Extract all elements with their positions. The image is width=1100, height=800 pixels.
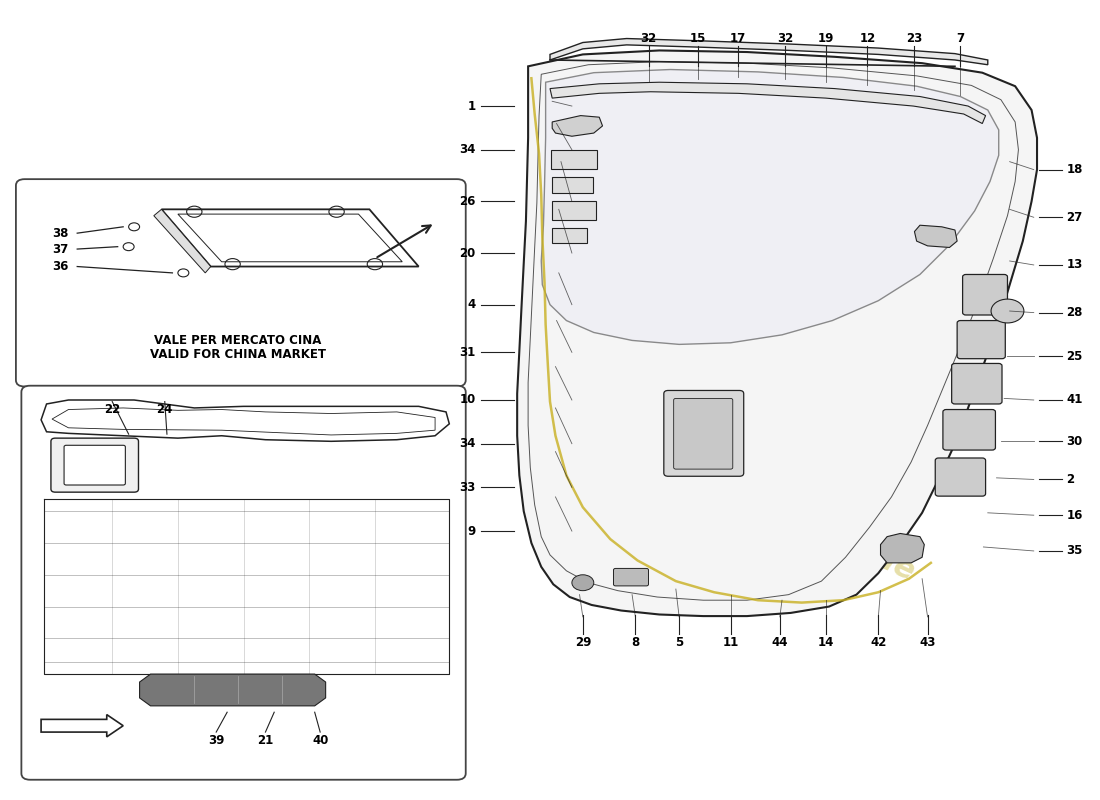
FancyBboxPatch shape — [957, 321, 1005, 358]
FancyBboxPatch shape — [614, 569, 649, 586]
Text: 28: 28 — [1067, 306, 1084, 319]
FancyBboxPatch shape — [21, 386, 465, 780]
FancyBboxPatch shape — [64, 446, 125, 485]
Text: 21: 21 — [257, 734, 274, 746]
Circle shape — [572, 574, 594, 590]
Text: 22: 22 — [104, 403, 120, 416]
Text: 43: 43 — [920, 636, 936, 649]
Text: 1: 1 — [468, 99, 475, 113]
Text: 10: 10 — [460, 394, 475, 406]
Text: 9: 9 — [468, 525, 475, 538]
FancyBboxPatch shape — [51, 438, 139, 492]
Text: 33: 33 — [460, 481, 475, 494]
Text: 42: 42 — [870, 636, 887, 649]
Circle shape — [991, 299, 1024, 323]
Text: 12: 12 — [859, 32, 876, 45]
Text: 36: 36 — [52, 260, 68, 273]
Text: 26: 26 — [459, 195, 475, 208]
Text: 34: 34 — [459, 143, 475, 156]
Text: 39: 39 — [208, 734, 224, 746]
Text: 25: 25 — [1067, 350, 1084, 363]
Text: 16: 16 — [1067, 509, 1084, 522]
Text: eurocars: eurocars — [549, 393, 946, 470]
Text: 30: 30 — [1067, 435, 1082, 448]
FancyBboxPatch shape — [15, 179, 465, 386]
FancyBboxPatch shape — [952, 363, 1002, 404]
Text: 37: 37 — [52, 242, 68, 255]
Text: 29: 29 — [574, 636, 591, 649]
Text: 35: 35 — [1067, 545, 1084, 558]
FancyBboxPatch shape — [935, 458, 986, 496]
Text: 44: 44 — [771, 636, 788, 649]
Polygon shape — [914, 226, 957, 247]
Text: 20: 20 — [460, 246, 475, 259]
FancyBboxPatch shape — [552, 177, 593, 193]
Text: 4: 4 — [468, 298, 475, 311]
Text: 27: 27 — [1067, 210, 1082, 224]
Text: a passion lives inside: a passion lives inside — [574, 405, 920, 586]
Text: 23: 23 — [906, 32, 923, 45]
Text: 31: 31 — [460, 346, 475, 359]
Polygon shape — [550, 38, 988, 65]
FancyBboxPatch shape — [943, 410, 996, 450]
Polygon shape — [880, 534, 924, 563]
Text: 15: 15 — [690, 32, 706, 45]
Text: 34: 34 — [459, 437, 475, 450]
Text: 19: 19 — [817, 32, 834, 45]
Polygon shape — [552, 115, 603, 136]
Polygon shape — [541, 70, 999, 344]
Text: 41: 41 — [1067, 394, 1084, 406]
Text: 7: 7 — [956, 32, 965, 45]
Polygon shape — [517, 50, 1037, 616]
Text: 18: 18 — [1067, 163, 1084, 176]
Polygon shape — [140, 674, 326, 706]
Text: 14: 14 — [817, 636, 834, 649]
Polygon shape — [154, 210, 211, 273]
FancyBboxPatch shape — [552, 228, 587, 243]
Text: VALE PER MERCATO CINA: VALE PER MERCATO CINA — [154, 334, 322, 347]
Text: 8: 8 — [631, 636, 639, 649]
Polygon shape — [41, 714, 123, 737]
FancyBboxPatch shape — [552, 201, 596, 220]
Text: 2: 2 — [1067, 473, 1075, 486]
Text: 40: 40 — [312, 734, 329, 746]
Text: 32: 32 — [640, 32, 657, 45]
FancyBboxPatch shape — [663, 390, 744, 476]
Text: 38: 38 — [52, 226, 68, 240]
Text: 17: 17 — [730, 32, 747, 45]
Text: 11: 11 — [723, 636, 739, 649]
FancyBboxPatch shape — [673, 398, 733, 469]
Text: 32: 32 — [778, 32, 793, 45]
FancyBboxPatch shape — [551, 150, 597, 169]
Text: 13: 13 — [1067, 258, 1082, 271]
Text: VALID FOR CHINA MARKET: VALID FOR CHINA MARKET — [150, 348, 326, 362]
Text: 24: 24 — [156, 403, 173, 416]
FancyBboxPatch shape — [962, 274, 1008, 315]
Polygon shape — [550, 82, 986, 123]
Text: 5: 5 — [675, 636, 683, 649]
